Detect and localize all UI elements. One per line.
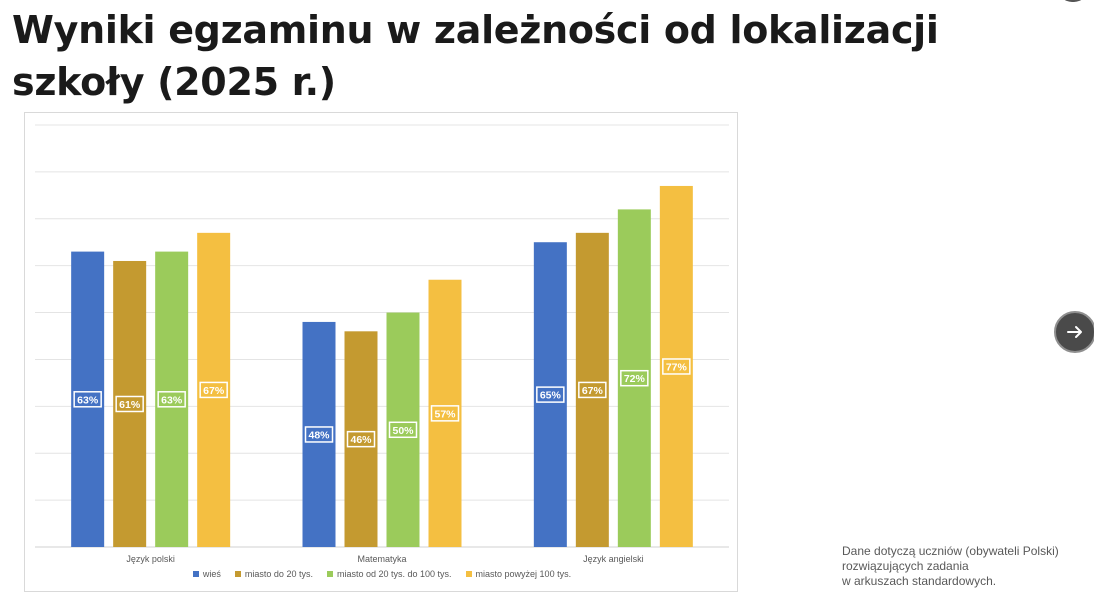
- x-tick-label: Matematyka: [357, 554, 406, 564]
- data-label-box: [115, 395, 144, 413]
- data-note-line: w arkuszach standardowych.: [842, 574, 997, 588]
- data-label-box: [662, 358, 691, 375]
- data-note-line: Dane dotyczą uczniów (obywateli Polski): [842, 544, 1059, 558]
- data-label: 63%: [161, 394, 183, 406]
- data-label-box: [536, 386, 565, 403]
- legend-label: wieś: [202, 569, 221, 579]
- data-label-box: [199, 381, 228, 399]
- data-label: 72%: [624, 373, 646, 385]
- data-label: 57%: [434, 408, 456, 420]
- x-tick-label: Język angielski: [583, 554, 644, 564]
- page-title: Wyniki egzaminu w zależności od lokaliza…: [12, 8, 939, 104]
- data-label-box: [346, 430, 376, 448]
- data-label: 50%: [392, 425, 414, 437]
- data-label-box: [73, 391, 102, 408]
- data-label-box: [578, 381, 607, 399]
- data-label: 61%: [119, 399, 141, 411]
- legend-item: miasto od 20 tys. do 100 tys.: [326, 569, 452, 579]
- bar-chart: 63% 61% 63% 67% Język polski 48% 46% 50% 57% Mate…: [24, 112, 738, 592]
- data-label: 67%: [582, 385, 604, 397]
- legend-label: miasto powyżej 100 tys.: [475, 569, 572, 579]
- data-label: 63%: [77, 394, 99, 406]
- data-label: 77%: [666, 361, 688, 373]
- data-label-box: [304, 426, 334, 443]
- data-label: 65%: [540, 390, 562, 402]
- legend-swatch: [465, 571, 472, 577]
- legend-swatch: [192, 571, 199, 577]
- next-slide-button[interactable]: [1054, 311, 1094, 353]
- chart-legend: wieś miasto do 20 tys. miasto od 20 tys. d…: [25, 569, 739, 579]
- x-tick-label: Język polski: [126, 554, 175, 564]
- data-note-line: rozwiązujących zadania: [842, 559, 969, 573]
- legend-item: miasto do 20 tys.: [234, 569, 313, 579]
- legend-label: miasto od 20 tys. do 100 tys.: [336, 569, 452, 579]
- data-note: Dane dotyczą uczniów (obywateli Polski) …: [842, 544, 1094, 589]
- top-corner-button: [1058, 0, 1088, 2]
- legend-swatch: [326, 571, 333, 577]
- data-label: 46%: [350, 434, 372, 446]
- arrow-right-icon: [1067, 326, 1082, 338]
- legend-label: miasto do 20 tys.: [244, 569, 313, 579]
- legend-item: miasto powyżej 100 tys.: [465, 569, 572, 579]
- data-label-box: [430, 405, 460, 422]
- data-label-box: [620, 369, 649, 387]
- legend-item: wieś: [192, 569, 221, 579]
- data-label: 67%: [203, 385, 225, 397]
- data-label-box: [157, 391, 186, 408]
- legend-swatch: [234, 571, 241, 577]
- data-label-box: [388, 421, 418, 439]
- chart-plot: 63% 61% 63% 67% Język polski 48% 46% 50% 57% Mate…: [35, 124, 729, 564]
- data-label: 48%: [308, 429, 330, 441]
